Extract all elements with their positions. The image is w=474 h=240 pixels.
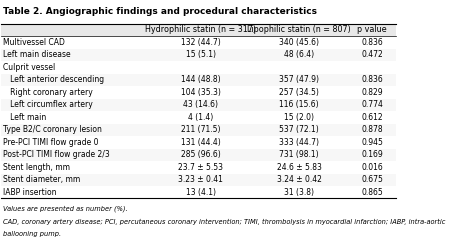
Bar [1, 86, 396, 99]
Text: 0.472: 0.472 [361, 50, 383, 60]
Bar [1, 124, 396, 136]
Text: Values are presented as number (%).: Values are presented as number (%). [3, 205, 128, 212]
Text: 0.836: 0.836 [361, 38, 383, 47]
Text: 340 (45.6): 340 (45.6) [279, 38, 319, 47]
Bar [1, 149, 396, 161]
Text: 0.945: 0.945 [361, 138, 383, 147]
Text: 211 (71.5): 211 (71.5) [181, 125, 220, 134]
Bar [1, 49, 396, 61]
Bar [1, 74, 396, 86]
Text: Lipophilic statin (n = 807): Lipophilic statin (n = 807) [247, 25, 351, 35]
Bar [1, 161, 396, 174]
Text: 24.6 ± 5.83: 24.6 ± 5.83 [277, 163, 321, 172]
Text: IABP insertion: IABP insertion [3, 188, 57, 197]
Text: 0.612: 0.612 [361, 113, 383, 122]
Text: Right coronary artery: Right coronary artery [3, 88, 93, 97]
Text: Left main disease: Left main disease [3, 50, 71, 60]
Text: 0.865: 0.865 [361, 188, 383, 197]
Text: 31 (3.8): 31 (3.8) [284, 188, 314, 197]
Text: p value: p value [357, 25, 387, 35]
Text: 0.829: 0.829 [361, 88, 383, 97]
Bar [1, 111, 396, 124]
Bar [1, 24, 396, 36]
Text: ballooning pump.: ballooning pump. [3, 231, 62, 237]
Text: 3.24 ± 0.42: 3.24 ± 0.42 [277, 175, 321, 184]
Text: 357 (47.9): 357 (47.9) [279, 75, 319, 84]
Text: 132 (44.7): 132 (44.7) [181, 38, 220, 47]
Text: Left main: Left main [3, 113, 46, 122]
Text: 116 (15.6): 116 (15.6) [279, 100, 319, 109]
Bar [1, 186, 396, 198]
Text: 0.675: 0.675 [361, 175, 383, 184]
Text: Left circumflex artery: Left circumflex artery [3, 100, 93, 109]
Text: 0.878: 0.878 [361, 125, 383, 134]
Text: Stent length, mm: Stent length, mm [3, 163, 70, 172]
Text: 537 (72.1): 537 (72.1) [279, 125, 319, 134]
Text: Culprit vessel: Culprit vessel [3, 63, 55, 72]
Text: CAD, coronary artery disease; PCI, percutaneous coronary intervention; TIMI, thr: CAD, coronary artery disease; PCI, percu… [3, 218, 446, 225]
Bar [1, 99, 396, 111]
Text: Stent diameter, mm: Stent diameter, mm [3, 175, 81, 184]
Text: 3.23 ± 0.41: 3.23 ± 0.41 [178, 175, 223, 184]
Text: 23.7 ± 5.53: 23.7 ± 5.53 [178, 163, 223, 172]
Text: 0.169: 0.169 [361, 150, 383, 159]
Text: 0.836: 0.836 [361, 75, 383, 84]
Text: Post-PCI TIMI flow grade 2/3: Post-PCI TIMI flow grade 2/3 [3, 150, 110, 159]
Text: 13 (4.1): 13 (4.1) [185, 188, 216, 197]
Bar [1, 136, 396, 149]
Text: Type B2/C coronary lesion: Type B2/C coronary lesion [3, 125, 102, 134]
Text: 285 (96.6): 285 (96.6) [181, 150, 220, 159]
Bar [1, 61, 396, 74]
Text: 257 (34.5): 257 (34.5) [279, 88, 319, 97]
Text: 4 (1.4): 4 (1.4) [188, 113, 213, 122]
Text: Hydrophilic statin (n = 317): Hydrophilic statin (n = 317) [145, 25, 256, 35]
Text: 333 (44.7): 333 (44.7) [279, 138, 319, 147]
Text: 104 (35.3): 104 (35.3) [181, 88, 220, 97]
Text: Multivessel CAD: Multivessel CAD [3, 38, 65, 47]
Text: 43 (14.6): 43 (14.6) [183, 100, 218, 109]
Bar [1, 174, 396, 186]
Text: Left anterior descending: Left anterior descending [3, 75, 104, 84]
Text: 48 (6.4): 48 (6.4) [284, 50, 314, 60]
Text: 0.016: 0.016 [361, 163, 383, 172]
Text: 731 (98.1): 731 (98.1) [279, 150, 319, 159]
Text: 131 (44.4): 131 (44.4) [181, 138, 220, 147]
Text: Pre-PCI TIMI flow grade 0: Pre-PCI TIMI flow grade 0 [3, 138, 99, 147]
Text: 15 (5.1): 15 (5.1) [185, 50, 216, 60]
Text: 0.774: 0.774 [361, 100, 383, 109]
Text: 15 (2.0): 15 (2.0) [284, 113, 314, 122]
Bar [1, 36, 396, 49]
Text: 144 (48.8): 144 (48.8) [181, 75, 220, 84]
Text: Table 2. Angiographic findings and procedural characteristics: Table 2. Angiographic findings and proce… [3, 7, 318, 16]
